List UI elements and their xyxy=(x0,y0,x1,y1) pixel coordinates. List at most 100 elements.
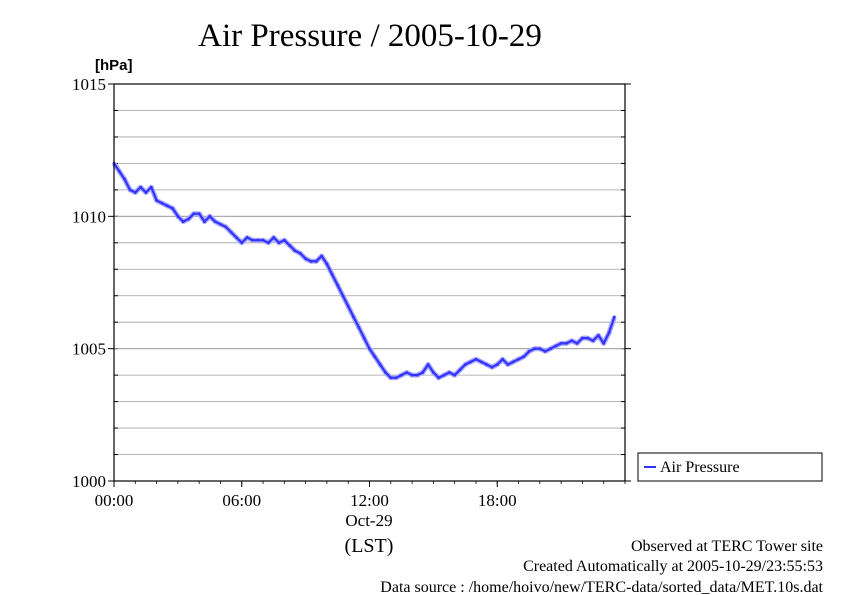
data-point xyxy=(431,371,435,374)
data-point xyxy=(309,259,313,263)
x-date-label: Oct-29 xyxy=(345,511,392,530)
data-point xyxy=(341,294,345,298)
data-point xyxy=(117,169,121,173)
data-point xyxy=(511,360,515,364)
data-point xyxy=(298,251,302,255)
data-point xyxy=(410,373,414,377)
data-point xyxy=(149,185,153,189)
y-tick-label: 1015 xyxy=(72,75,106,94)
data-point xyxy=(357,326,361,329)
data-point xyxy=(479,360,483,364)
data-point xyxy=(421,371,425,374)
legend-label: Air Pressure xyxy=(660,459,740,476)
data-point xyxy=(373,355,377,359)
data-point xyxy=(575,341,579,345)
footer-observed: Observed at TERC Tower site xyxy=(631,538,823,555)
x-axis: 00:00 06:00 12:00 18:00 xyxy=(95,481,626,510)
data-point xyxy=(144,191,148,194)
data-point xyxy=(469,360,473,364)
data-point xyxy=(346,304,350,308)
data-point xyxy=(453,373,457,377)
y-axis: 1000 1005 1010 1015 xyxy=(72,75,631,491)
x-tick-label: 18:00 xyxy=(478,491,517,510)
data-point xyxy=(203,220,206,224)
data-point xyxy=(591,339,595,343)
data-point xyxy=(522,355,526,359)
data-point xyxy=(250,238,254,242)
footer-source: Data source : /home/hoivo/new/TERC-data/… xyxy=(380,579,823,595)
data-point xyxy=(506,363,510,366)
data-point xyxy=(240,241,244,245)
x-tick-label: 00:00 xyxy=(95,491,134,510)
data-point xyxy=(181,220,185,224)
data-point xyxy=(320,254,323,258)
data-point xyxy=(517,357,520,361)
data-point xyxy=(533,347,536,351)
data-point xyxy=(586,336,590,340)
x-tick-label: 06:00 xyxy=(222,491,261,510)
data-point xyxy=(565,341,568,345)
data-point xyxy=(213,220,217,224)
data-point xyxy=(293,249,297,253)
series-line xyxy=(113,162,616,379)
data-point xyxy=(133,191,137,194)
data-point xyxy=(304,257,308,261)
data-point xyxy=(437,376,441,380)
data-point xyxy=(208,214,212,218)
data-point xyxy=(570,339,574,343)
data-point xyxy=(139,185,143,189)
data-point xyxy=(128,188,132,192)
data-point xyxy=(165,204,169,208)
grid xyxy=(114,109,625,456)
data-point xyxy=(596,334,600,337)
data-point xyxy=(394,376,398,380)
x-axis-title: (LST) xyxy=(345,535,394,557)
data-point xyxy=(330,273,334,276)
y-tick-label: 1005 xyxy=(72,340,106,359)
data-point xyxy=(187,217,190,221)
data-point xyxy=(612,315,616,319)
data-point xyxy=(192,212,196,216)
data-point xyxy=(378,363,382,366)
data-point xyxy=(314,259,318,263)
data-point xyxy=(549,347,552,351)
data-point xyxy=(155,199,158,202)
data-point xyxy=(123,177,127,181)
y-tick-label: 1000 xyxy=(72,472,106,491)
data-point xyxy=(224,225,228,229)
data-point xyxy=(266,241,270,245)
data-point xyxy=(581,336,584,340)
data-point xyxy=(384,371,387,374)
data-point xyxy=(336,283,339,287)
data-point xyxy=(501,357,504,361)
data-point xyxy=(277,241,281,245)
data-point xyxy=(197,212,201,216)
y-axis-unit: [hPa] xyxy=(95,57,133,74)
data-point xyxy=(442,373,446,377)
legend-box xyxy=(637,452,823,482)
y-tick-label: 1010 xyxy=(72,207,106,226)
data-point xyxy=(368,347,371,351)
data-point xyxy=(543,349,547,353)
data-point xyxy=(405,371,409,374)
data-point xyxy=(389,376,393,380)
series-halo xyxy=(111,162,617,381)
data-point xyxy=(352,315,355,319)
data-point xyxy=(256,238,260,242)
data-point xyxy=(261,238,265,242)
data-point xyxy=(282,238,286,242)
data-point xyxy=(416,373,419,377)
data-point xyxy=(485,363,489,366)
data-point xyxy=(400,373,403,377)
data-point xyxy=(538,347,542,351)
data-point xyxy=(554,344,558,348)
series-layer xyxy=(111,162,617,381)
data-point xyxy=(219,222,222,226)
data-point xyxy=(458,368,462,372)
data-point xyxy=(490,365,494,369)
chart-title: Air Pressure / 2005-10-29 xyxy=(198,18,542,54)
data-point xyxy=(463,363,467,366)
x-tick-label: 12:00 xyxy=(350,491,389,510)
data-point xyxy=(160,201,164,205)
data-point xyxy=(288,244,292,247)
